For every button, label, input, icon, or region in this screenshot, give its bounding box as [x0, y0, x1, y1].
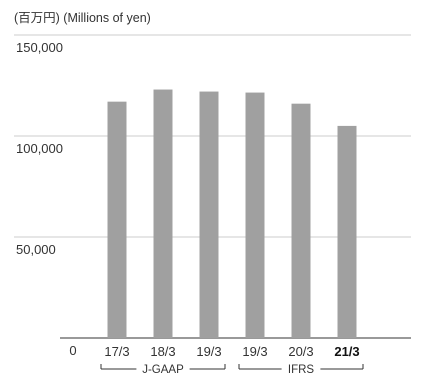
x-tick-label: 20/3 — [288, 344, 313, 359]
y-tick-labels: 150,000 100,000 50,000 0 — [16, 40, 77, 358]
bar-5 — [337, 125, 357, 339]
y-tick-label: 100,000 — [16, 141, 63, 156]
x-tick-label: 21/3 — [334, 344, 359, 359]
bars — [107, 89, 357, 339]
x-tick-labels: 17/3 18/3 19/3 19/3 20/3 21/3 — [104, 344, 359, 359]
x-tick-label: 17/3 — [104, 344, 129, 359]
y-tick-label: 0 — [69, 343, 76, 358]
group-label: J-GAAP — [142, 364, 184, 374]
y-tick-label: 50,000 — [16, 242, 56, 257]
bar-3 — [245, 92, 265, 338]
group-bracket-j-gaap: J-GAAP — [100, 364, 226, 374]
bar-1 — [153, 89, 173, 338]
accounting-standard-groups: J-GAAP IFRS — [100, 364, 364, 374]
group-bracket-ifrs: IFRS — [238, 364, 364, 374]
group-label: IFRS — [288, 364, 315, 374]
unit-label: (百万円) (Millions of yen) — [14, 11, 151, 25]
bar-2 — [199, 91, 219, 338]
x-tick-label: 19/3 — [196, 344, 221, 359]
y-tick-label: 150,000 — [16, 40, 63, 55]
x-tick-label: 18/3 — [150, 344, 175, 359]
bar-4 — [291, 103, 311, 339]
bar-0 — [107, 101, 127, 338]
x-tick-label: 19/3 — [242, 344, 267, 359]
